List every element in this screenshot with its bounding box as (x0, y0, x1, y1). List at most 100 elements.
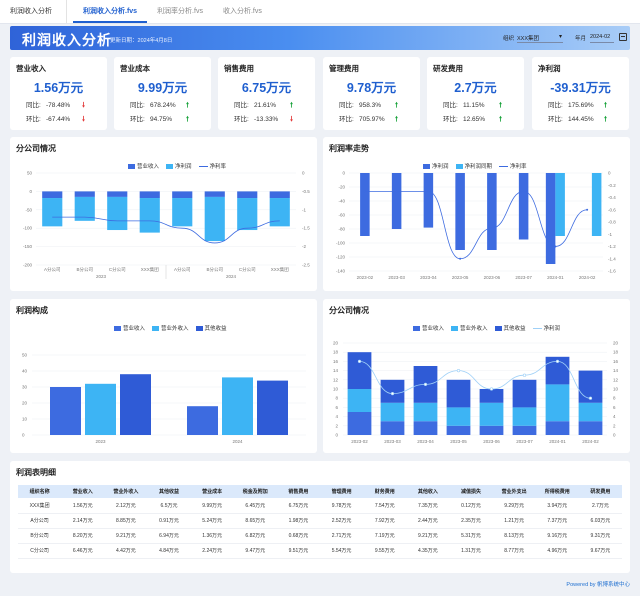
bar (518, 173, 529, 240)
tab-profit-income[interactable]: 利润收入分析.fvs (73, 0, 148, 23)
bar (391, 173, 402, 229)
tab-report-root[interactable]: 利润收入分析 (0, 0, 67, 23)
legend-item[interactable]: 其他收益 (195, 324, 227, 332)
tick-label: -1.2 (608, 244, 616, 249)
line-point (363, 190, 366, 193)
month-picker[interactable]: 2024-02 (590, 32, 614, 43)
bar (120, 374, 151, 435)
tab-income[interactable]: 收入分析.fvs (222, 8, 262, 15)
tick-label: 10 (22, 417, 28, 422)
table-cell: A分公司 (18, 513, 62, 529)
kpi-mom: 环比: 144.45% 🠕 (548, 116, 608, 123)
legend-item[interactable]: 净利润 (423, 162, 449, 170)
org-select[interactable]: XXX集团 ▾ (517, 34, 563, 43)
table-cell: 2.24万元 (190, 543, 234, 559)
legend-item[interactable]: 营业收入 (128, 162, 159, 170)
table-row[interactable]: XXX集团 1.56万元 2.12万元 6.5万元 9.99万元 6.45万元 6.75万元… (18, 498, 622, 514)
table-cell: 2.12万元 (104, 498, 148, 514)
tick-label: 14 (613, 368, 619, 373)
table-row[interactable]: A分公司 2.14万元 8.85万元 0.91万元 5.24万元 8.65万元 1.98万元… (18, 513, 622, 529)
category-label: 2023-07 (516, 439, 533, 444)
bar (74, 191, 95, 197)
table-header-cell: 税金及附加 (233, 485, 277, 498)
tick-label: 4 (613, 414, 616, 419)
table-cell: 5.31万元 (449, 528, 493, 544)
table-cell: 6.5万元 (147, 498, 191, 514)
bar (107, 191, 128, 197)
tick-label: 18 (333, 350, 339, 355)
kpi-value: 1.56万元 (33, 81, 84, 95)
bar (107, 196, 128, 231)
page-title: 利润收入分析 (22, 32, 112, 48)
legend-item[interactable]: 营业外收入 (451, 324, 488, 332)
legend-item[interactable]: 净利率 (499, 162, 527, 170)
table-header-cell: 销售费用 (276, 485, 320, 498)
tick-label: -0.2 (608, 183, 616, 188)
legend-item[interactable]: 净利率 (198, 162, 226, 170)
table-row[interactable]: C分公司 6.46万元 4.42万元 4.84万元 2.24万元 9.47万元 9.51万元… (18, 543, 622, 559)
category-label: 2023-04 (420, 275, 437, 280)
tick-label: -150 (23, 244, 33, 249)
line-point (390, 391, 395, 396)
legend-item[interactable]: 净利润同期 (455, 162, 492, 170)
footer-credit[interactable]: Powered by 帆博系统中心 (566, 582, 630, 588)
legend-item[interactable]: 营业外收入 (152, 324, 189, 332)
line-point (357, 359, 362, 364)
table-cell: 9.21万元 (406, 528, 450, 544)
table-cell: 4.42万元 (104, 543, 148, 559)
table-cell: 6.45万元 (233, 498, 277, 514)
bar (512, 407, 537, 426)
legend-item[interactable]: 净利润 (166, 162, 192, 170)
bar (139, 198, 160, 233)
tick-label: -1.5 (302, 226, 310, 231)
update-date: 更新日期：2024年4月8日 (110, 38, 173, 44)
table-cell: 9.31万元 (578, 528, 622, 544)
line-point (555, 359, 560, 364)
chevron-down-icon: ▾ (558, 34, 562, 40)
table-cell: 4.84万元 (147, 543, 191, 559)
arrow-up-icon: 🠕 (604, 116, 608, 123)
chart-legend: 营业收入 净利润 净利率 (128, 162, 226, 170)
tick-label: -1 (302, 207, 306, 212)
table-cell: 1.36万元 (190, 528, 234, 544)
legend-item[interactable]: 营业收入 (114, 324, 145, 332)
category-label: 2023-02 (357, 275, 374, 280)
bar (479, 402, 504, 426)
kpi-name: 研发费用 (433, 64, 463, 73)
legend-item[interactable]: 其他收益 (494, 324, 526, 332)
table-cell: 8.13万元 (492, 528, 536, 544)
bar (42, 198, 63, 227)
category-label: 2024-01 (549, 439, 566, 444)
tick-label: 18 (613, 350, 619, 355)
org-label: 组织 (503, 36, 515, 42)
bar (545, 421, 570, 435)
category-label: 2024-02 (582, 439, 599, 444)
tick-label: 10 (613, 387, 619, 392)
table-row[interactable]: B分公司 8.20万元 9.21万元 6.94万元 1.36万元 6.82万元 0.68万元… (18, 528, 622, 544)
profit-rate-chart: 0 -20 -40 -60 -80 -100 -120 -140 0 -0.2 -0.4 -0.6 -0… (336, 171, 616, 281)
calendar-icon[interactable] (619, 33, 627, 41)
table-cell: 7.19万元 (363, 528, 407, 544)
tick-label: 0 (29, 189, 32, 194)
bar (578, 421, 603, 435)
series-line (364, 190, 588, 260)
bar (479, 425, 504, 435)
tick-label: 0 (335, 433, 338, 438)
table-cell: 8.85万元 (104, 513, 148, 529)
bar (578, 402, 603, 422)
table-cell: 3.94万元 (535, 498, 579, 514)
category-label: 2023-05 (450, 439, 467, 444)
kpi-value: 2.7万元 (454, 81, 497, 95)
arrow-up-icon: 🠕 (395, 102, 399, 109)
bar (204, 196, 225, 242)
tick-label: 50 (27, 171, 33, 176)
table-header-cell: 营业收入 (61, 485, 105, 498)
bar (455, 173, 465, 250)
tick-label: -100 (23, 226, 33, 231)
tick-label: 50 (22, 353, 28, 358)
legend-item[interactable]: 营业收入 (413, 324, 444, 332)
legend-item[interactable]: 净利润 (532, 324, 560, 332)
table-header-cell: 组织名称 (18, 485, 62, 498)
panel-title: 利润构成 (16, 306, 48, 315)
tab-profit-rate[interactable]: 利润率分析.fvs (157, 8, 203, 15)
